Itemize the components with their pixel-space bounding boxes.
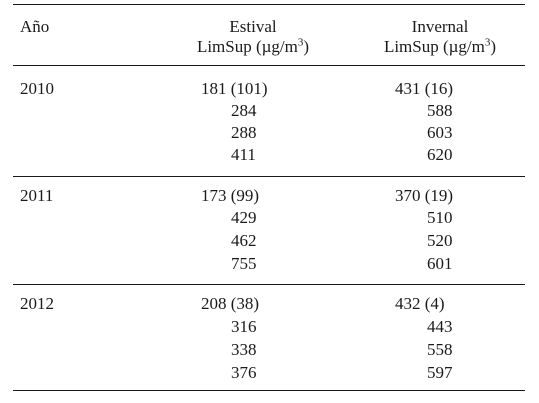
section-rule [13,176,525,177]
invernal-value: 603 [427,123,453,142]
header-estival-unit: LimSup (µg/m3) [196,36,310,56]
invernal-value: 431 (16) [395,79,454,98]
estival-value: 316 [231,317,257,336]
estival-value: 429 [231,208,257,227]
header-estival: Estival LimSup (µg/m3) [173,17,333,57]
estival-value: 755 [231,254,257,273]
bottom-rule [13,390,525,391]
invernal-value: 443 [427,317,453,336]
invernal-value: 588 [427,101,453,120]
invernal-value: 597 [427,363,453,382]
top-rule [13,4,525,5]
header-invernal-unit: LimSup (µg/m3) [383,36,497,56]
year-2011: 2011 [20,186,54,205]
invernal-value: 432 (4) [395,294,445,313]
estival-value: 338 [231,340,257,359]
estival-value: 173 (99) [201,186,260,205]
year-2010: 2010 [20,79,54,98]
estival-value: 462 [231,231,257,250]
invernal-value: 558 [427,340,453,359]
invernal-value: 370 (19) [395,186,454,205]
estival-value: 376 [231,363,257,382]
estival-value: 288 [231,123,257,142]
estival-value: 411 [231,145,256,164]
invernal-value: 520 [427,231,453,250]
year-2012: 2012 [20,294,54,313]
section-rule [13,284,525,285]
header-rule [13,65,525,66]
header-year: Año [20,17,50,36]
estival-value: 284 [231,101,257,120]
invernal-value: 620 [427,145,453,164]
invernal-value: 510 [427,208,453,227]
invernal-value: 601 [427,254,453,273]
header-invernal: Invernal LimSup (µg/m3) [360,17,520,57]
estival-value: 208 (38) [201,294,260,313]
header-invernal-title: Invernal [411,17,469,36]
estival-value: 181 (101) [201,79,268,98]
header-estival-title: Estival [229,17,277,36]
